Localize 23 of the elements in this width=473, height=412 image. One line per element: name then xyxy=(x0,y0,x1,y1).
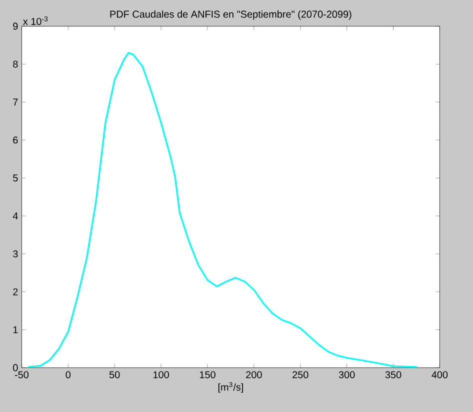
y-tick-label: 4 xyxy=(12,212,18,220)
y-tick-label: 2 xyxy=(13,288,18,296)
x-tick-label: 0 xyxy=(66,371,71,378)
y-tick-label: 8 xyxy=(13,60,18,68)
x-tick-label: 100 xyxy=(153,371,169,378)
y-tick-label: 6 xyxy=(13,136,18,144)
x-tick-label: 400 xyxy=(432,371,448,378)
x-tick-label: 150 xyxy=(200,371,216,378)
y-tick-label: 7 xyxy=(13,98,18,106)
text: x 10$^{-3}$ xyxy=(23,16,48,25)
x-tick-label: 300 xyxy=(338,371,355,378)
y-tick-label: 1 xyxy=(13,326,18,334)
y-tick-label: 0 xyxy=(13,364,18,372)
x-tick-label: -50 xyxy=(14,371,29,378)
x-tick-label: 250 xyxy=(292,371,308,378)
x-axis-title: [m$^{3}$/s] xyxy=(218,382,243,393)
y-tick-label: 5 xyxy=(13,174,18,182)
x-tick-label: 200 xyxy=(246,371,262,378)
x-tick-label: 350 xyxy=(385,371,402,378)
chart-title: PDF Caudales de ANFIS en "Septiembre" (2070-2099) xyxy=(110,10,352,20)
x-tick-label: 50 xyxy=(109,371,120,378)
y-tick-label: 3 xyxy=(13,250,18,258)
y-tick-label: 9 xyxy=(13,22,18,30)
